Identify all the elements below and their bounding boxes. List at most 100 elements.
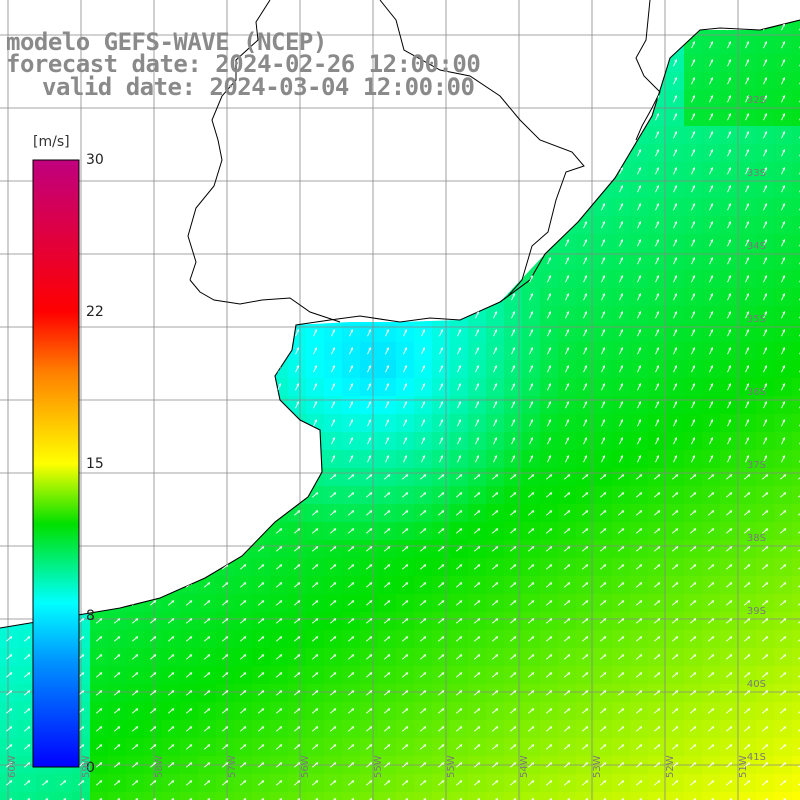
wind-arrow — [204, 565, 209, 570]
wind-arrow — [421, 438, 425, 445]
wind-arrow — [673, 348, 677, 355]
field-cell — [702, 378, 721, 397]
field-cell — [666, 108, 685, 127]
field-cell — [468, 162, 487, 181]
wind-arrow — [781, 312, 785, 319]
field-cell — [648, 540, 667, 559]
field-cell — [180, 576, 199, 595]
field-cell — [594, 702, 613, 721]
field-cell — [648, 576, 667, 595]
wind-arrow — [475, 402, 479, 409]
field-cell — [648, 684, 667, 703]
field-cell — [306, 792, 325, 800]
field-cell — [792, 648, 800, 667]
wind-arrow — [727, 204, 731, 211]
wind-arrow — [133, 204, 137, 211]
field-cell — [198, 108, 217, 127]
wind-arrow — [709, 96, 713, 103]
wind-arrow — [366, 475, 371, 480]
field-cell — [594, 234, 613, 253]
wind-arrow — [691, 24, 695, 31]
wind-arrow — [691, 204, 695, 211]
field-cell — [702, 90, 721, 109]
wind-arrow — [421, 276, 425, 283]
field-cell — [306, 216, 325, 235]
field-cell — [630, 324, 649, 343]
field-cell — [126, 450, 145, 469]
field-cell — [612, 90, 631, 109]
wind-arrow — [295, 294, 299, 301]
field-cell — [288, 432, 307, 451]
field-cell — [126, 504, 145, 523]
wind-arrow — [331, 240, 335, 247]
field-cell — [630, 540, 649, 559]
field-cell — [396, 126, 415, 145]
wind-arrow — [132, 511, 137, 516]
field-cell — [144, 468, 163, 487]
field-cell — [432, 0, 451, 19]
wind-arrow — [259, 384, 263, 391]
wind-arrow — [403, 186, 407, 193]
field-cell — [18, 684, 37, 703]
field-cell — [360, 648, 379, 667]
field-cell — [702, 396, 721, 415]
field-cell — [504, 324, 523, 343]
wind-arrow — [673, 276, 677, 283]
field-cell — [288, 486, 307, 505]
field-cell — [720, 774, 739, 793]
field-cell — [306, 342, 325, 361]
field-cell — [702, 0, 721, 19]
wind-arrow — [278, 6, 281, 12]
field-cell — [216, 702, 235, 721]
field-cell — [432, 576, 451, 595]
field-cell — [666, 594, 685, 613]
field-cell — [432, 288, 451, 307]
field-cell — [558, 450, 577, 469]
wind-arrow — [691, 420, 695, 427]
wind-arrow — [169, 150, 173, 157]
field-cell — [324, 378, 343, 397]
field-cell — [792, 108, 800, 127]
wind-arrow — [511, 24, 515, 31]
field-cell — [378, 144, 397, 163]
wind-arrow — [655, 348, 659, 355]
field-cell — [72, 774, 91, 793]
field-cell — [540, 270, 559, 289]
wind-arrow — [367, 42, 371, 49]
field-cell — [0, 162, 19, 181]
field-cell — [234, 522, 253, 541]
field-cell — [558, 756, 577, 775]
wind-arrow — [25, 402, 29, 409]
wind-arrow — [6, 511, 11, 516]
field-cell — [162, 360, 181, 379]
field-cell — [720, 0, 739, 19]
field-cell — [630, 774, 649, 793]
wind-arrow — [619, 294, 623, 301]
field-cell — [612, 144, 631, 163]
wind-arrow — [457, 168, 461, 175]
field-cell — [144, 774, 163, 793]
field-cell — [612, 720, 631, 739]
field-cell — [648, 630, 667, 649]
field-cell — [558, 414, 577, 433]
field-cell — [270, 666, 289, 685]
field-cell — [180, 180, 199, 199]
wind-arrow — [511, 150, 515, 157]
field-cell — [432, 720, 451, 739]
field-cell — [126, 486, 145, 505]
wind-arrow — [313, 276, 317, 283]
field-cell — [234, 774, 253, 793]
field-cell — [702, 198, 721, 217]
field-cell — [468, 684, 487, 703]
field-cell — [684, 216, 703, 235]
field-cell — [702, 504, 721, 523]
field-cell — [234, 0, 253, 19]
field-cell — [648, 162, 667, 181]
field-cell — [720, 144, 739, 163]
wind-arrow — [493, 96, 497, 103]
field-cell — [792, 756, 800, 775]
wind-arrow — [637, 240, 641, 247]
wind-arrow — [529, 276, 533, 283]
wind-arrow — [295, 240, 299, 247]
wind-arrow — [186, 529, 191, 534]
